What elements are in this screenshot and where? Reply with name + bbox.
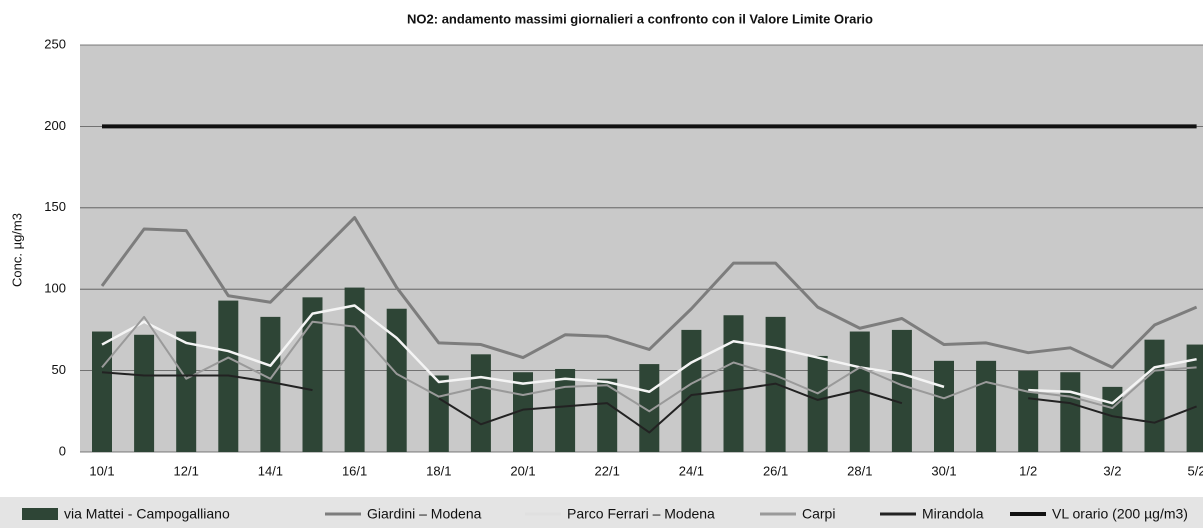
line bbox=[100, 216, 1198, 369]
y-tick-label: 250 bbox=[44, 36, 66, 51]
bar bbox=[470, 354, 491, 452]
x-tick-label: 22/1 bbox=[595, 463, 620, 478]
bar bbox=[1018, 370, 1039, 452]
bar bbox=[92, 331, 112, 452]
legend-label: via Mattei - Campogalliano bbox=[64, 506, 230, 522]
x-tick-label: 26/1 bbox=[763, 463, 788, 478]
legend-label: Mirandola bbox=[922, 506, 984, 522]
y-tick-label: 50 bbox=[52, 362, 66, 377]
legend-label: VL orario (200 µg/m3) bbox=[1052, 506, 1188, 522]
bar bbox=[723, 315, 744, 452]
line bbox=[101, 315, 1197, 413]
line bbox=[101, 304, 1197, 405]
x-tick-label: 12/1 bbox=[174, 463, 199, 478]
bar bbox=[428, 375, 449, 452]
y-tick-label: 0 bbox=[59, 443, 66, 458]
bar bbox=[681, 329, 702, 452]
legend-swatch bbox=[22, 508, 58, 520]
x-tick-label: 28/1 bbox=[847, 463, 872, 478]
legend-label: Parco Ferrari – Modena bbox=[567, 506, 715, 522]
bar bbox=[386, 308, 407, 452]
bar bbox=[891, 329, 912, 452]
legend-label: Carpi bbox=[802, 506, 835, 522]
bar bbox=[344, 287, 365, 452]
bar bbox=[176, 331, 197, 452]
bar bbox=[134, 334, 155, 452]
y-tick-label: 150 bbox=[44, 199, 66, 214]
bar bbox=[1144, 339, 1165, 452]
bar bbox=[934, 360, 954, 452]
x-tick-label: 16/1 bbox=[342, 463, 367, 478]
x-tick-label: 3/2 bbox=[1103, 463, 1121, 478]
bar bbox=[1186, 344, 1203, 452]
x-tick-label: 10/1 bbox=[89, 463, 114, 478]
line bbox=[101, 371, 1197, 434]
x-tick-label: 18/1 bbox=[426, 463, 451, 478]
y-tick-label: 200 bbox=[44, 118, 66, 133]
bar bbox=[555, 368, 576, 452]
bar bbox=[976, 360, 997, 452]
x-tick-label: 5/2 bbox=[1188, 463, 1203, 478]
x-tick-label: 20/1 bbox=[510, 463, 535, 478]
bar bbox=[260, 316, 281, 452]
x-tick-label: 1/2 bbox=[1019, 463, 1037, 478]
bar bbox=[302, 297, 323, 452]
x-tick-label: 24/1 bbox=[679, 463, 704, 478]
bar bbox=[849, 331, 870, 452]
y-axis-label: Conc. µg/m3 bbox=[9, 213, 24, 287]
bar bbox=[807, 355, 828, 452]
x-tick-label: 14/1 bbox=[258, 463, 283, 478]
legend-area bbox=[0, 497, 1203, 528]
x-tick-label: 30/1 bbox=[931, 463, 956, 478]
chart-title: NO2: andamento massimi giornalieri a con… bbox=[407, 11, 873, 26]
bar bbox=[597, 378, 618, 452]
bar bbox=[513, 372, 533, 452]
y-tick-label: 100 bbox=[44, 281, 66, 296]
legend-label: Giardini – Modena bbox=[367, 506, 482, 522]
bar bbox=[1060, 372, 1081, 452]
